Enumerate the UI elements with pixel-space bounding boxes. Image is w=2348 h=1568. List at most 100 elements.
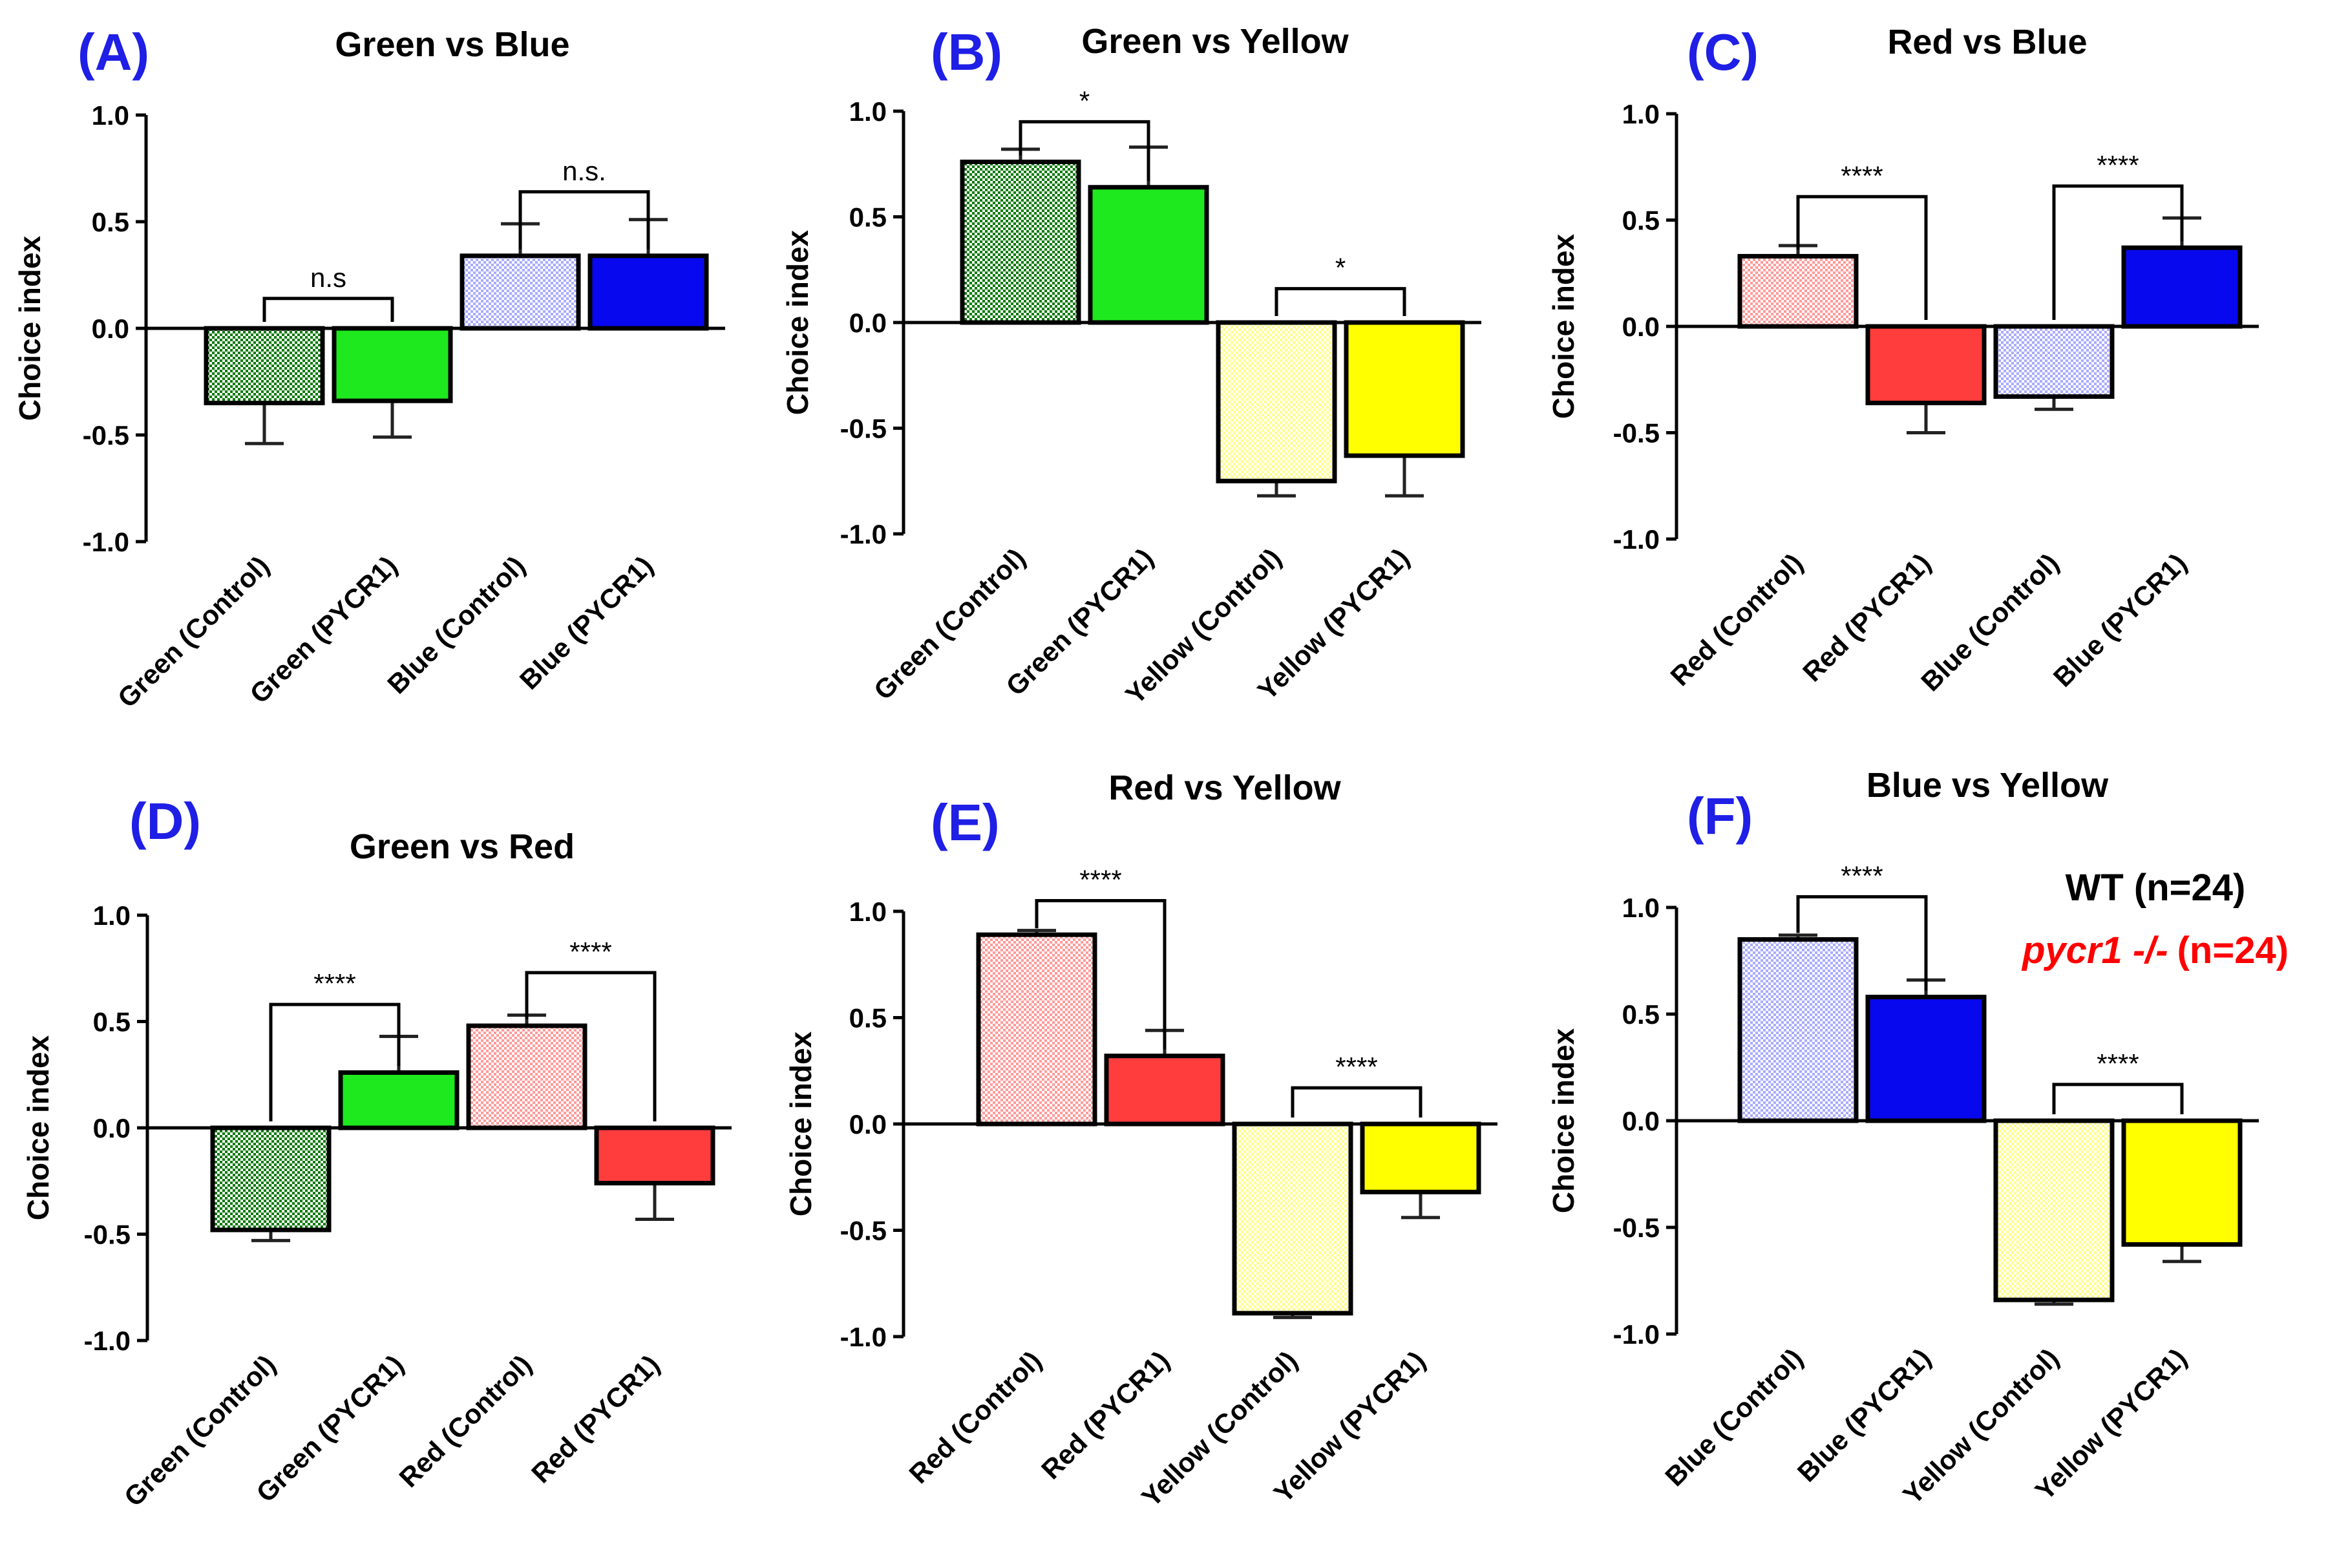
significance-label: n.s. xyxy=(562,156,606,186)
significance-bracket xyxy=(1291,1086,1423,1118)
x-tick-label: Red (Control) xyxy=(1664,547,1808,692)
bar-red-control xyxy=(466,1023,587,1130)
y-tick-label: 0.5 xyxy=(849,202,887,233)
bar-yellow-pycr1 xyxy=(1360,1121,1481,1194)
y-axis-label: Choice index xyxy=(781,229,814,415)
significance-label: **** xyxy=(1335,1052,1377,1082)
y-tick-label: 0.5 xyxy=(93,1007,131,1037)
bar-yellow-pycr1 xyxy=(1344,320,1465,458)
panel-letter: (F) xyxy=(1687,787,1753,845)
significance-label: **** xyxy=(1079,865,1121,895)
y-tick-label: 0.5 xyxy=(92,207,129,237)
y-tick-label: -0.5 xyxy=(840,1216,887,1246)
y-axis-label: Choice index xyxy=(1547,233,1580,419)
significance-label: **** xyxy=(313,968,355,999)
chart-panel-c: (C) Red vs Blue Choice index 1.0 0.5 0.0 -0.5 -… xyxy=(1547,23,2259,697)
significance-bracket xyxy=(1796,195,1928,320)
chart-panel-d: (D) Green vs Red Choice index 1.0 0.5 0.0 -0.5… xyxy=(21,792,732,1512)
legend-mutant-gene: pycr1 -/- xyxy=(2021,929,2168,971)
panel-letter: (C) xyxy=(1687,23,1759,81)
y-tick-label: -1.0 xyxy=(1613,1319,1660,1350)
bar-blue-pycr1 xyxy=(1865,995,1987,1123)
y-tick-label: 0.5 xyxy=(1622,999,1660,1030)
legend-mutant-n: (n=24) xyxy=(2177,929,2289,971)
significance-label: **** xyxy=(1841,160,1883,191)
bar-red-pycr1 xyxy=(1104,1054,1225,1127)
y-tick-label: -1.0 xyxy=(83,527,129,557)
y-tick-label: 0.5 xyxy=(849,1003,887,1033)
chart-title: Red vs Blue xyxy=(1887,23,2087,61)
y-tick-label: 0.0 xyxy=(93,1113,131,1143)
y-tick-label: -0.5 xyxy=(1613,418,1660,449)
bar-yellow-control xyxy=(1993,1118,2115,1302)
bar-blue-control xyxy=(1993,324,2115,399)
legend-mutant: pycr1 -/- (n=24) xyxy=(2021,929,2289,971)
x-tick-label: Red (PYCR1) xyxy=(1035,1345,1175,1485)
bar-yellow-control xyxy=(1232,1121,1353,1316)
significance-bracket xyxy=(1796,895,1928,991)
x-tick-label: Red (PYCR1) xyxy=(525,1349,665,1489)
bar-blue-control xyxy=(460,253,581,331)
y-tick-label: 0.0 xyxy=(849,308,887,338)
y-tick-label: -1.0 xyxy=(840,1322,887,1352)
significance-bracket xyxy=(525,971,657,1121)
y-tick-label: 1.0 xyxy=(93,900,131,931)
panel-letter: (D) xyxy=(129,792,201,850)
chart-panel-e: (E) Red vs Yellow Choice index 1.0 0.5 0.0 -0.… xyxy=(784,768,1497,1512)
y-tick-label: 1.0 xyxy=(92,100,129,131)
significance-bracket xyxy=(262,297,394,322)
y-tick-label: 0.5 xyxy=(1622,206,1660,236)
x-tick-label: Red (Control) xyxy=(903,1345,1047,1489)
y-tick-label: -0.5 xyxy=(83,420,129,450)
bar-red-control xyxy=(976,932,1097,1127)
x-tick-label: Red (Control) xyxy=(393,1349,537,1493)
y-tick-label: 1.0 xyxy=(1622,893,1660,923)
bar-green-pycr1 xyxy=(338,1070,460,1130)
panel-letter: (A) xyxy=(78,23,149,81)
significance-label: n.s xyxy=(310,262,346,293)
y-axis-label: Choice index xyxy=(784,1031,818,1216)
bar-red-control xyxy=(1737,253,1859,329)
y-tick-label: 0.0 xyxy=(849,1109,887,1139)
bar-red-pycr1 xyxy=(594,1125,715,1186)
significance-label: **** xyxy=(2097,1048,2139,1079)
significance-bracket xyxy=(269,1002,401,1121)
bar-blue-pycr1 xyxy=(2121,245,2243,329)
significance-label: * xyxy=(1079,85,1090,116)
bar-green-control xyxy=(204,326,325,405)
x-tick-label: Blue (PYCR1) xyxy=(1792,1342,1937,1488)
chart-title: Green vs Red xyxy=(350,827,575,866)
significance-bracket xyxy=(2052,1083,2184,1114)
significance-label: **** xyxy=(2097,150,2139,180)
x-tick-label: Blue (PYCR1) xyxy=(2047,547,2193,693)
chart-panel-a: (A) Green vs Blue Choice index 1.0 0.5 0.0 -0.… xyxy=(13,23,725,714)
significance-label: **** xyxy=(1841,861,1883,891)
significance-bracket xyxy=(1274,287,1406,316)
y-tick-label: 1.0 xyxy=(849,96,887,127)
y-tick-label: 0.0 xyxy=(1622,312,1660,342)
chart-panel-b: (B) Green vs Yellow Choice index 1.0 0.5 0.0 -… xyxy=(781,22,1481,710)
chart-title: Green vs Blue xyxy=(335,25,569,64)
y-tick-label: 0.0 xyxy=(92,313,129,344)
x-tick-label: Red (PYCR1) xyxy=(1797,547,1936,687)
y-tick-label: -1.0 xyxy=(840,519,887,549)
y-tick-label: -0.5 xyxy=(84,1220,131,1250)
bar-green-control xyxy=(960,159,1081,325)
y-tick-label: -1.0 xyxy=(1613,524,1660,555)
y-tick-label: 1.0 xyxy=(849,896,887,927)
chart-title: Green vs Yellow xyxy=(1081,22,1349,61)
significance-bracket xyxy=(518,190,650,249)
x-tick-label: Blue (Control) xyxy=(381,550,531,699)
chart-title: Red vs Yellow xyxy=(1108,768,1341,807)
bar-yellow-control xyxy=(1216,320,1337,483)
x-tick-label: Blue (Control) xyxy=(1659,1342,1808,1492)
y-axis-label: Choice index xyxy=(1547,1028,1580,1213)
y-axis-label: Choice index xyxy=(13,235,47,421)
panel-letter: (E) xyxy=(931,794,1000,851)
significance-label: **** xyxy=(569,937,611,967)
significance-bracket xyxy=(1019,120,1150,181)
bar-yellow-pycr1 xyxy=(2121,1118,2243,1247)
bar-green-pycr1 xyxy=(1088,185,1209,325)
bar-green-pycr1 xyxy=(332,326,453,403)
